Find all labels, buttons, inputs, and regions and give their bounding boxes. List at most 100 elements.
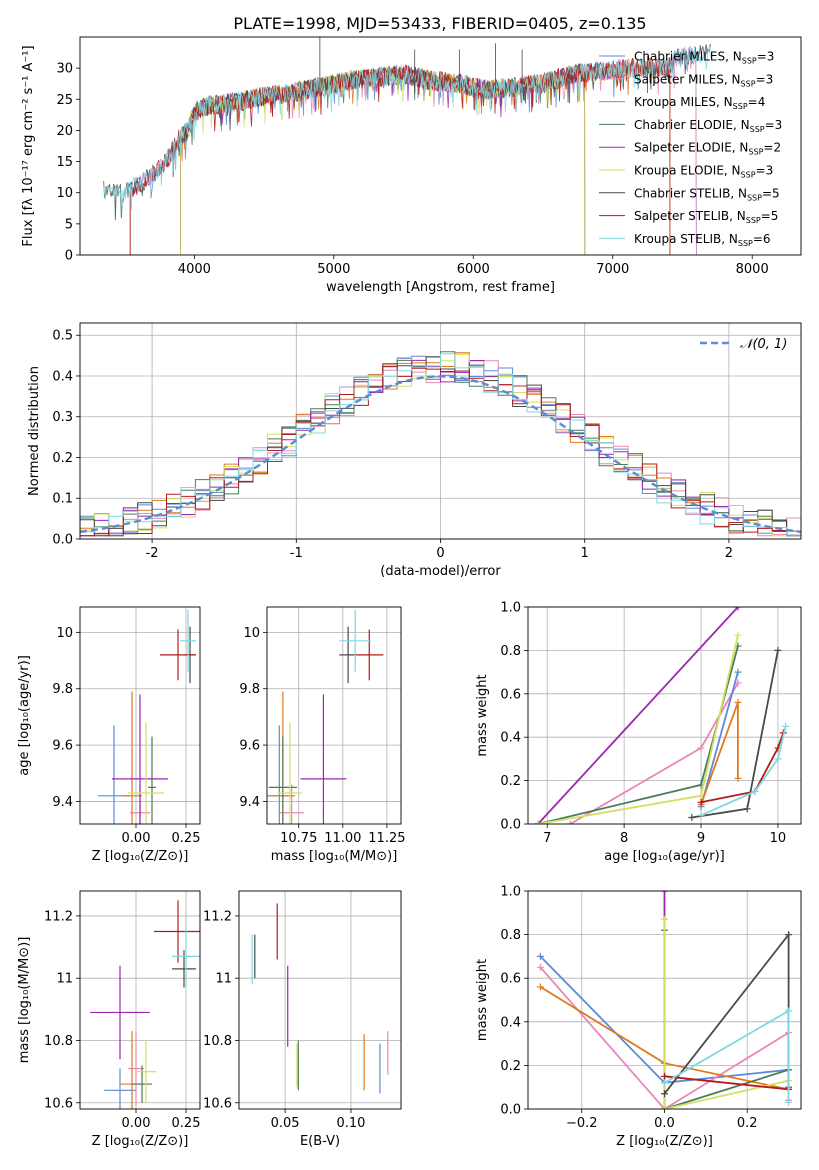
error-bars: [267, 609, 384, 824]
axes-frame: [266, 606, 402, 825]
x-tick-label: 4000: [178, 262, 211, 277]
y-tick-label: 9.4: [52, 795, 73, 810]
x-tick-label: 11.00: [324, 831, 361, 846]
y-axis-label: Normed distribution: [27, 366, 42, 496]
y-tick-label: 0.3: [52, 410, 73, 425]
legend-label: Salpeter MILES, NSSP=3: [634, 72, 773, 88]
error-bars: [98, 609, 196, 824]
weight-line: [537, 607, 739, 824]
y-tick-label: 25: [56, 93, 73, 108]
y-tick-label: 10.8: [203, 1034, 232, 1049]
x-tick-label: 0.25: [172, 831, 201, 846]
legend-label: Kroupa STELIB, NSSP=6: [634, 232, 771, 248]
legend-text: Chabrier ELODIE, N: [634, 118, 750, 132]
weight-marker: [661, 1090, 668, 1098]
weight-marker: [785, 1007, 793, 1015]
y-tick-label: 0.1: [52, 492, 73, 507]
y-tick-label: 0.2: [500, 774, 521, 789]
x-tick-label: 8000: [736, 262, 769, 277]
weight-line: [537, 634, 739, 824]
weight-marker: [785, 931, 793, 939]
legend-subscript: SSP: [741, 171, 756, 180]
spectrum-line: [103, 43, 711, 214]
x-tick-label: 10: [770, 831, 787, 846]
legend-label: Salpeter STELIB, NSSP=5: [634, 209, 778, 225]
y-axis-label: mass weight: [475, 674, 490, 756]
y-tick-label: 9.4: [239, 795, 260, 810]
y-tick-label: 10.6: [203, 1096, 232, 1111]
weight-marker: [774, 755, 782, 763]
x-tick-label: 6000: [457, 262, 490, 277]
weight-marker: [697, 811, 705, 819]
y-axis-label: mass weight: [475, 959, 490, 1041]
weight-marker: [734, 774, 742, 782]
y-tick-label: 30: [56, 62, 73, 77]
legend-subscript: SSP: [750, 125, 765, 134]
weight-series: [536, 891, 793, 1109]
legend-suffix: =5: [761, 209, 779, 223]
x-axis-label: wavelength [Angstrom, rest frame]: [326, 280, 555, 295]
x-tick-label: 10.75: [280, 831, 317, 846]
weight-vs-Z-panel: −0.2 0.0 0.2 0.0 0.2 0.4 0.6 0.8 1.0 Z [log₁₀(Z/Z…: [475, 885, 802, 1149]
y-tick-label: 10: [56, 626, 73, 641]
y-tick-label: 20: [56, 124, 73, 139]
y-tick-label: 0.2: [500, 1059, 521, 1074]
y-tick-label: 0.6: [500, 687, 521, 702]
legend-subscript: SSP: [741, 79, 756, 88]
legend-label: Kroupa ELODIE, NSSP=3: [634, 164, 773, 180]
x-tick-label: 5000: [317, 262, 350, 277]
x-axis-label: E(B-V): [300, 1134, 340, 1149]
legend-text: Salpeter STELIB, N: [634, 209, 746, 223]
weight-marker: [785, 1098, 793, 1106]
weight-series: [534, 607, 790, 824]
y-tick-label: 10.8: [44, 1034, 73, 1049]
weight-marker: [734, 631, 742, 639]
normal-curve: [80, 375, 801, 534]
spectrum-line: [129, 56, 671, 255]
y-tick-label: 11.2: [44, 909, 73, 924]
legend-subscript: SSP: [733, 102, 748, 111]
legend-label: 𝒩(0, 1): [740, 337, 787, 352]
y-tick-label: 0.4: [500, 1015, 521, 1030]
legend-label: Salpeter ELODIE, NSSP=2: [634, 141, 781, 157]
weight-marker: [661, 1072, 668, 1080]
x-axis-label: Z [log₁₀(Z/Z⊙)]: [92, 849, 189, 864]
legend-text: Kroupa ELODIE, N: [634, 164, 741, 178]
weight-marker: [661, 1079, 668, 1087]
weight-marker: [734, 668, 742, 676]
x-tick-label: 0.00: [122, 831, 151, 846]
x-tick-label: −0.2: [566, 1116, 598, 1131]
axes-frame: [238, 890, 402, 1110]
legend-suffix: =2: [763, 141, 781, 155]
age-vs-Z-panel: 0.00 0.25 9.4 9.6 9.8 10 Z [log₁₀(Z/Z⊙)] age [l…: [17, 606, 201, 864]
legend-text: Chabrier STELIB, N: [634, 186, 747, 200]
axes-frame: [527, 606, 802, 825]
x-axis-label: (data-model)/error: [380, 564, 501, 579]
y-tick-label: 0.4: [52, 369, 73, 384]
y-axis-label: mass [log₁₀(M/M⊙)]: [17, 937, 32, 1064]
weight-marker: [534, 820, 542, 824]
weight-marker: [688, 813, 696, 821]
x-tick-label: 11.25: [368, 831, 405, 846]
legend-text: Chabrier MILES, N: [634, 50, 742, 64]
legend-suffix: =3: [756, 72, 774, 86]
weight-marker: [661, 1105, 668, 1109]
error-bars: [90, 900, 200, 1109]
x-tick-label: 0.25: [172, 1116, 201, 1131]
plots-container: 4000 5000 6000 7000 8000051015202530waveleng…: [17, 36, 802, 1149]
legend-label: Chabrier STELIB, NSSP=5: [634, 186, 780, 202]
weight-marker: [751, 787, 759, 795]
y-tick-label: 9.6: [239, 739, 260, 754]
spectrum-panel: 4000 5000 6000 7000 8000 0 5 10 15 20 25 30 waveleng…: [21, 36, 802, 295]
weight-vs-age-panel: 7 8 9 10 0.0 0.2 0.4 0.6 0.8 1.0 age [log₁₀(age/yr…: [475, 601, 802, 864]
legend-text: Kroupa MILES, N: [634, 95, 733, 109]
weight-marker: [774, 646, 782, 654]
legend-subscript: SSP: [747, 193, 762, 202]
weight-marker: [661, 915, 668, 923]
legend-text: Kroupa STELIB, N: [634, 232, 738, 246]
x-tick-label: 0.2: [737, 1116, 758, 1131]
weight-marker: [697, 798, 705, 806]
residuals-panel: -2 -1 0 1 2 0.0 0.1 0.2 0.3 0.4 0.5 (data-model)/er…: [27, 322, 802, 579]
legend-subscript: SSP: [742, 57, 757, 66]
weight-line: [664, 1075, 789, 1091]
